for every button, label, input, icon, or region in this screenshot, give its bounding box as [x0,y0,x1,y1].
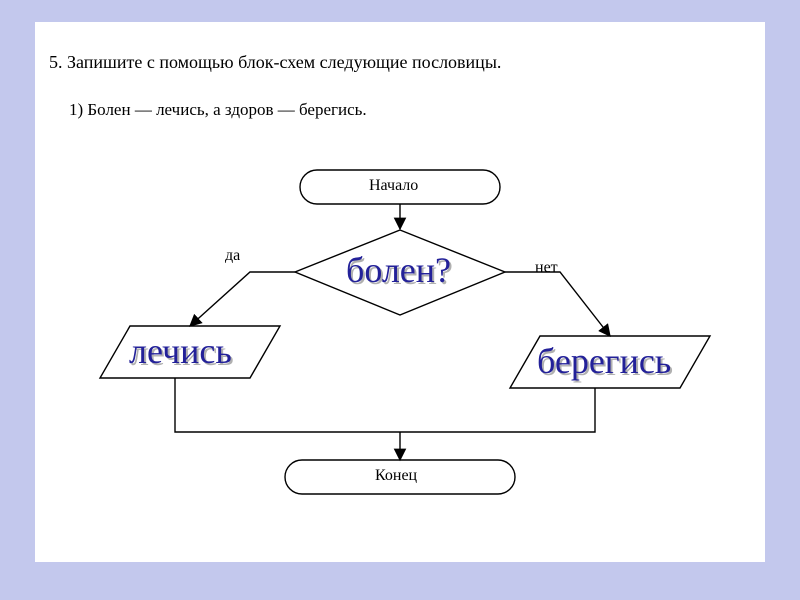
edge-yes-label: да [225,247,240,265]
page-surface: 5. Запишите с помощью блок-схем следующи… [35,22,765,562]
end-label: Конец [375,467,417,485]
right-label: берегись [537,340,671,382]
left-label: лечись [129,330,232,372]
decision-label: болен? [346,249,451,291]
edge-no-label: нет [535,259,558,277]
start-label: Начало [369,177,418,195]
